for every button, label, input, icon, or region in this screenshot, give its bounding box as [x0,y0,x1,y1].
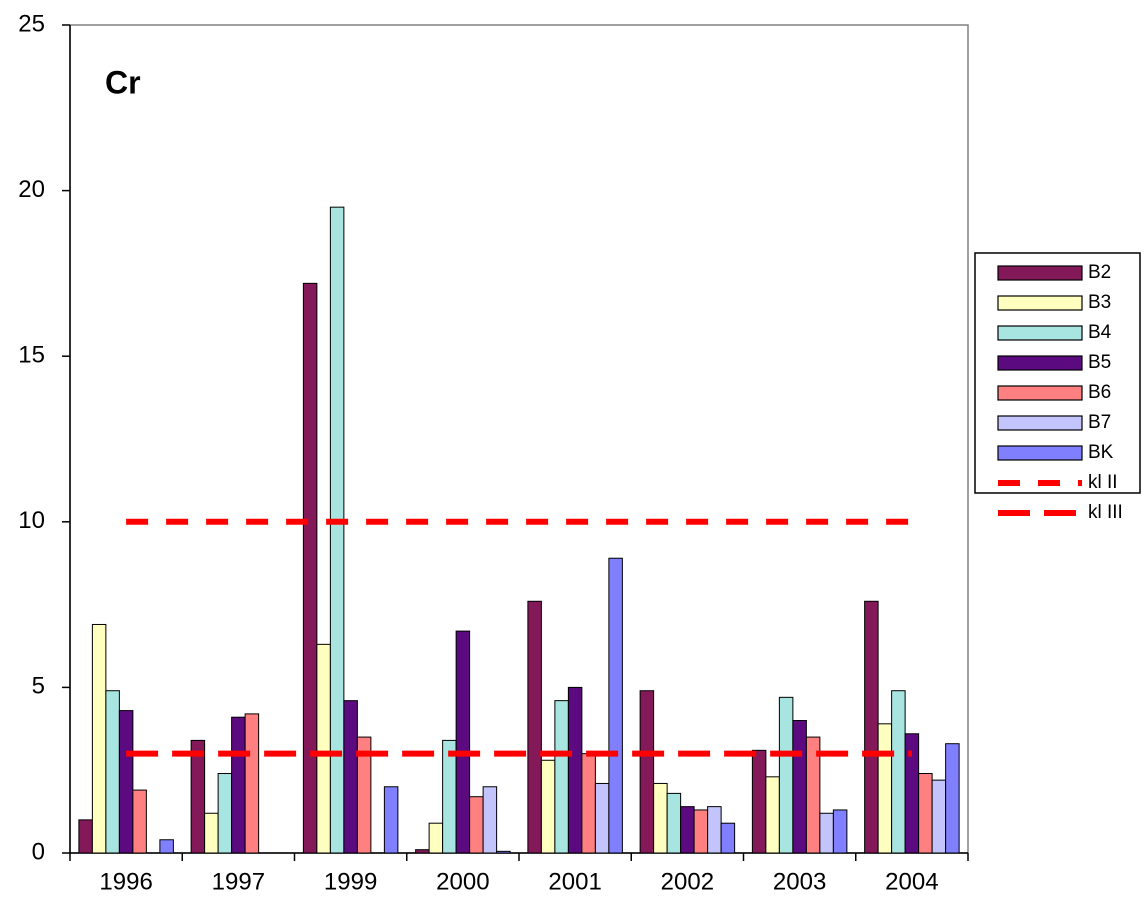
bar [778,696,794,854]
bar [653,782,668,854]
chart-title: Cr [105,64,141,100]
bar [442,739,457,854]
bar [918,773,933,854]
legend-label: B4 [1088,322,1112,343]
bar [159,839,174,854]
plot-area [69,24,969,854]
bar [819,812,834,854]
x-tick-label: 2002 [661,868,714,895]
bar [608,557,623,854]
bar [217,773,233,854]
x-tick-label: 1999 [324,868,377,895]
bar [78,819,93,854]
y-tick-label: 5 [32,673,45,700]
bar [91,623,107,854]
bar [751,749,767,854]
x-tick-label: 2000 [436,868,489,895]
legend-swatch [997,265,1083,281]
bar [765,776,780,854]
bar [204,812,219,854]
bar [329,206,345,854]
x-tick-label: 2003 [773,868,826,895]
bar [527,600,542,854]
bar [343,700,358,854]
legend-swatch [997,325,1083,341]
bar [554,700,569,854]
legend-label: B5 [1088,352,1111,373]
x-tick-label: 2001 [548,868,601,895]
legend-label: B7 [1088,412,1111,433]
bar [455,630,471,854]
bar [540,759,556,854]
bar [864,600,879,854]
bar [118,710,134,854]
bar [316,643,331,854]
bar [190,739,206,854]
bar [496,850,511,854]
bar [832,809,848,854]
legend-swatch [997,385,1083,401]
x-tick-label: 1996 [99,868,152,895]
bar [244,713,260,854]
x-tick-label: 2004 [885,868,938,895]
bar [469,796,484,854]
bar [666,792,682,854]
bar [231,716,246,854]
y-tick-label: 10 [18,507,45,534]
legend-label: B2 [1088,262,1111,283]
legend-label: B6 [1088,382,1111,403]
y-tick-label: 15 [18,342,45,369]
bar [720,822,736,854]
bar [415,849,430,854]
bar [482,786,498,854]
legend-swatch [997,355,1083,371]
bar [567,686,583,854]
legend-swatch [997,295,1083,311]
bar [792,720,807,854]
legend-swatch [997,445,1083,461]
bar [428,822,444,854]
bar [105,690,120,854]
legend-label: kl III [1088,502,1123,523]
bar [707,806,722,854]
legend-label: B3 [1088,292,1111,313]
legend-label: BK [1088,442,1114,463]
legend-swatch [997,415,1083,431]
bar [945,743,960,854]
y-tick-label: 25 [18,10,45,37]
bar [302,282,318,854]
x-tick-label: 1997 [212,868,265,895]
bar [132,789,147,854]
bar [931,779,947,854]
bar [594,782,610,854]
legend-label: kl II [1088,472,1118,493]
bar [680,806,695,854]
bar [693,809,709,854]
bar [877,723,893,854]
y-tick-label: 20 [18,176,45,203]
bar [356,736,372,854]
y-tick-label: 0 [32,838,45,865]
bar [581,753,596,854]
bar [383,786,399,854]
bar [805,736,821,854]
bar [639,690,655,854]
bar [891,690,906,854]
